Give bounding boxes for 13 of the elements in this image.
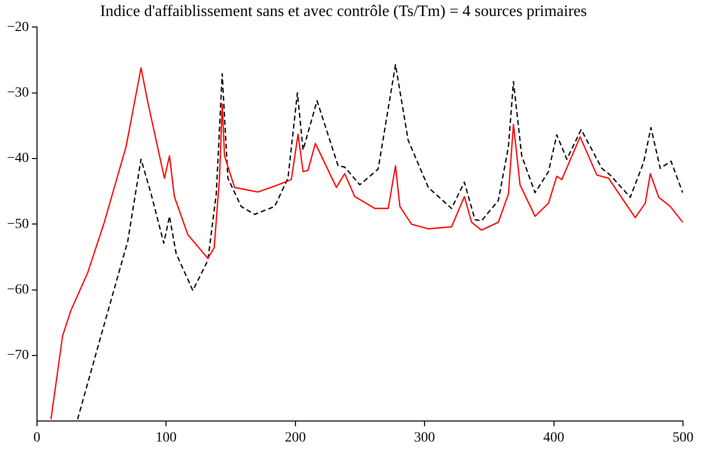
x-tick-label: 0 bbox=[33, 430, 40, 446]
x-tick-label: 500 bbox=[672, 430, 694, 446]
x-tick-label: 300 bbox=[414, 430, 436, 446]
y-tick-label: −60 bbox=[6, 282, 29, 298]
y-tick-label: −20 bbox=[6, 20, 29, 35]
x-tick-label: 200 bbox=[284, 430, 306, 446]
chart-title: Indice d'affaiblissement sans et avec contrôle (Ts/Tm) = 4 sources primaires bbox=[100, 2, 587, 20]
y-tick-label: −40 bbox=[6, 151, 29, 166]
y-tick-label: −70 bbox=[6, 348, 29, 364]
x-tick-label: 400 bbox=[543, 430, 564, 446]
y-tick-label: −50 bbox=[6, 216, 29, 232]
x-tick-label: 100 bbox=[156, 430, 177, 446]
y-tick-label: −30 bbox=[6, 86, 29, 101]
